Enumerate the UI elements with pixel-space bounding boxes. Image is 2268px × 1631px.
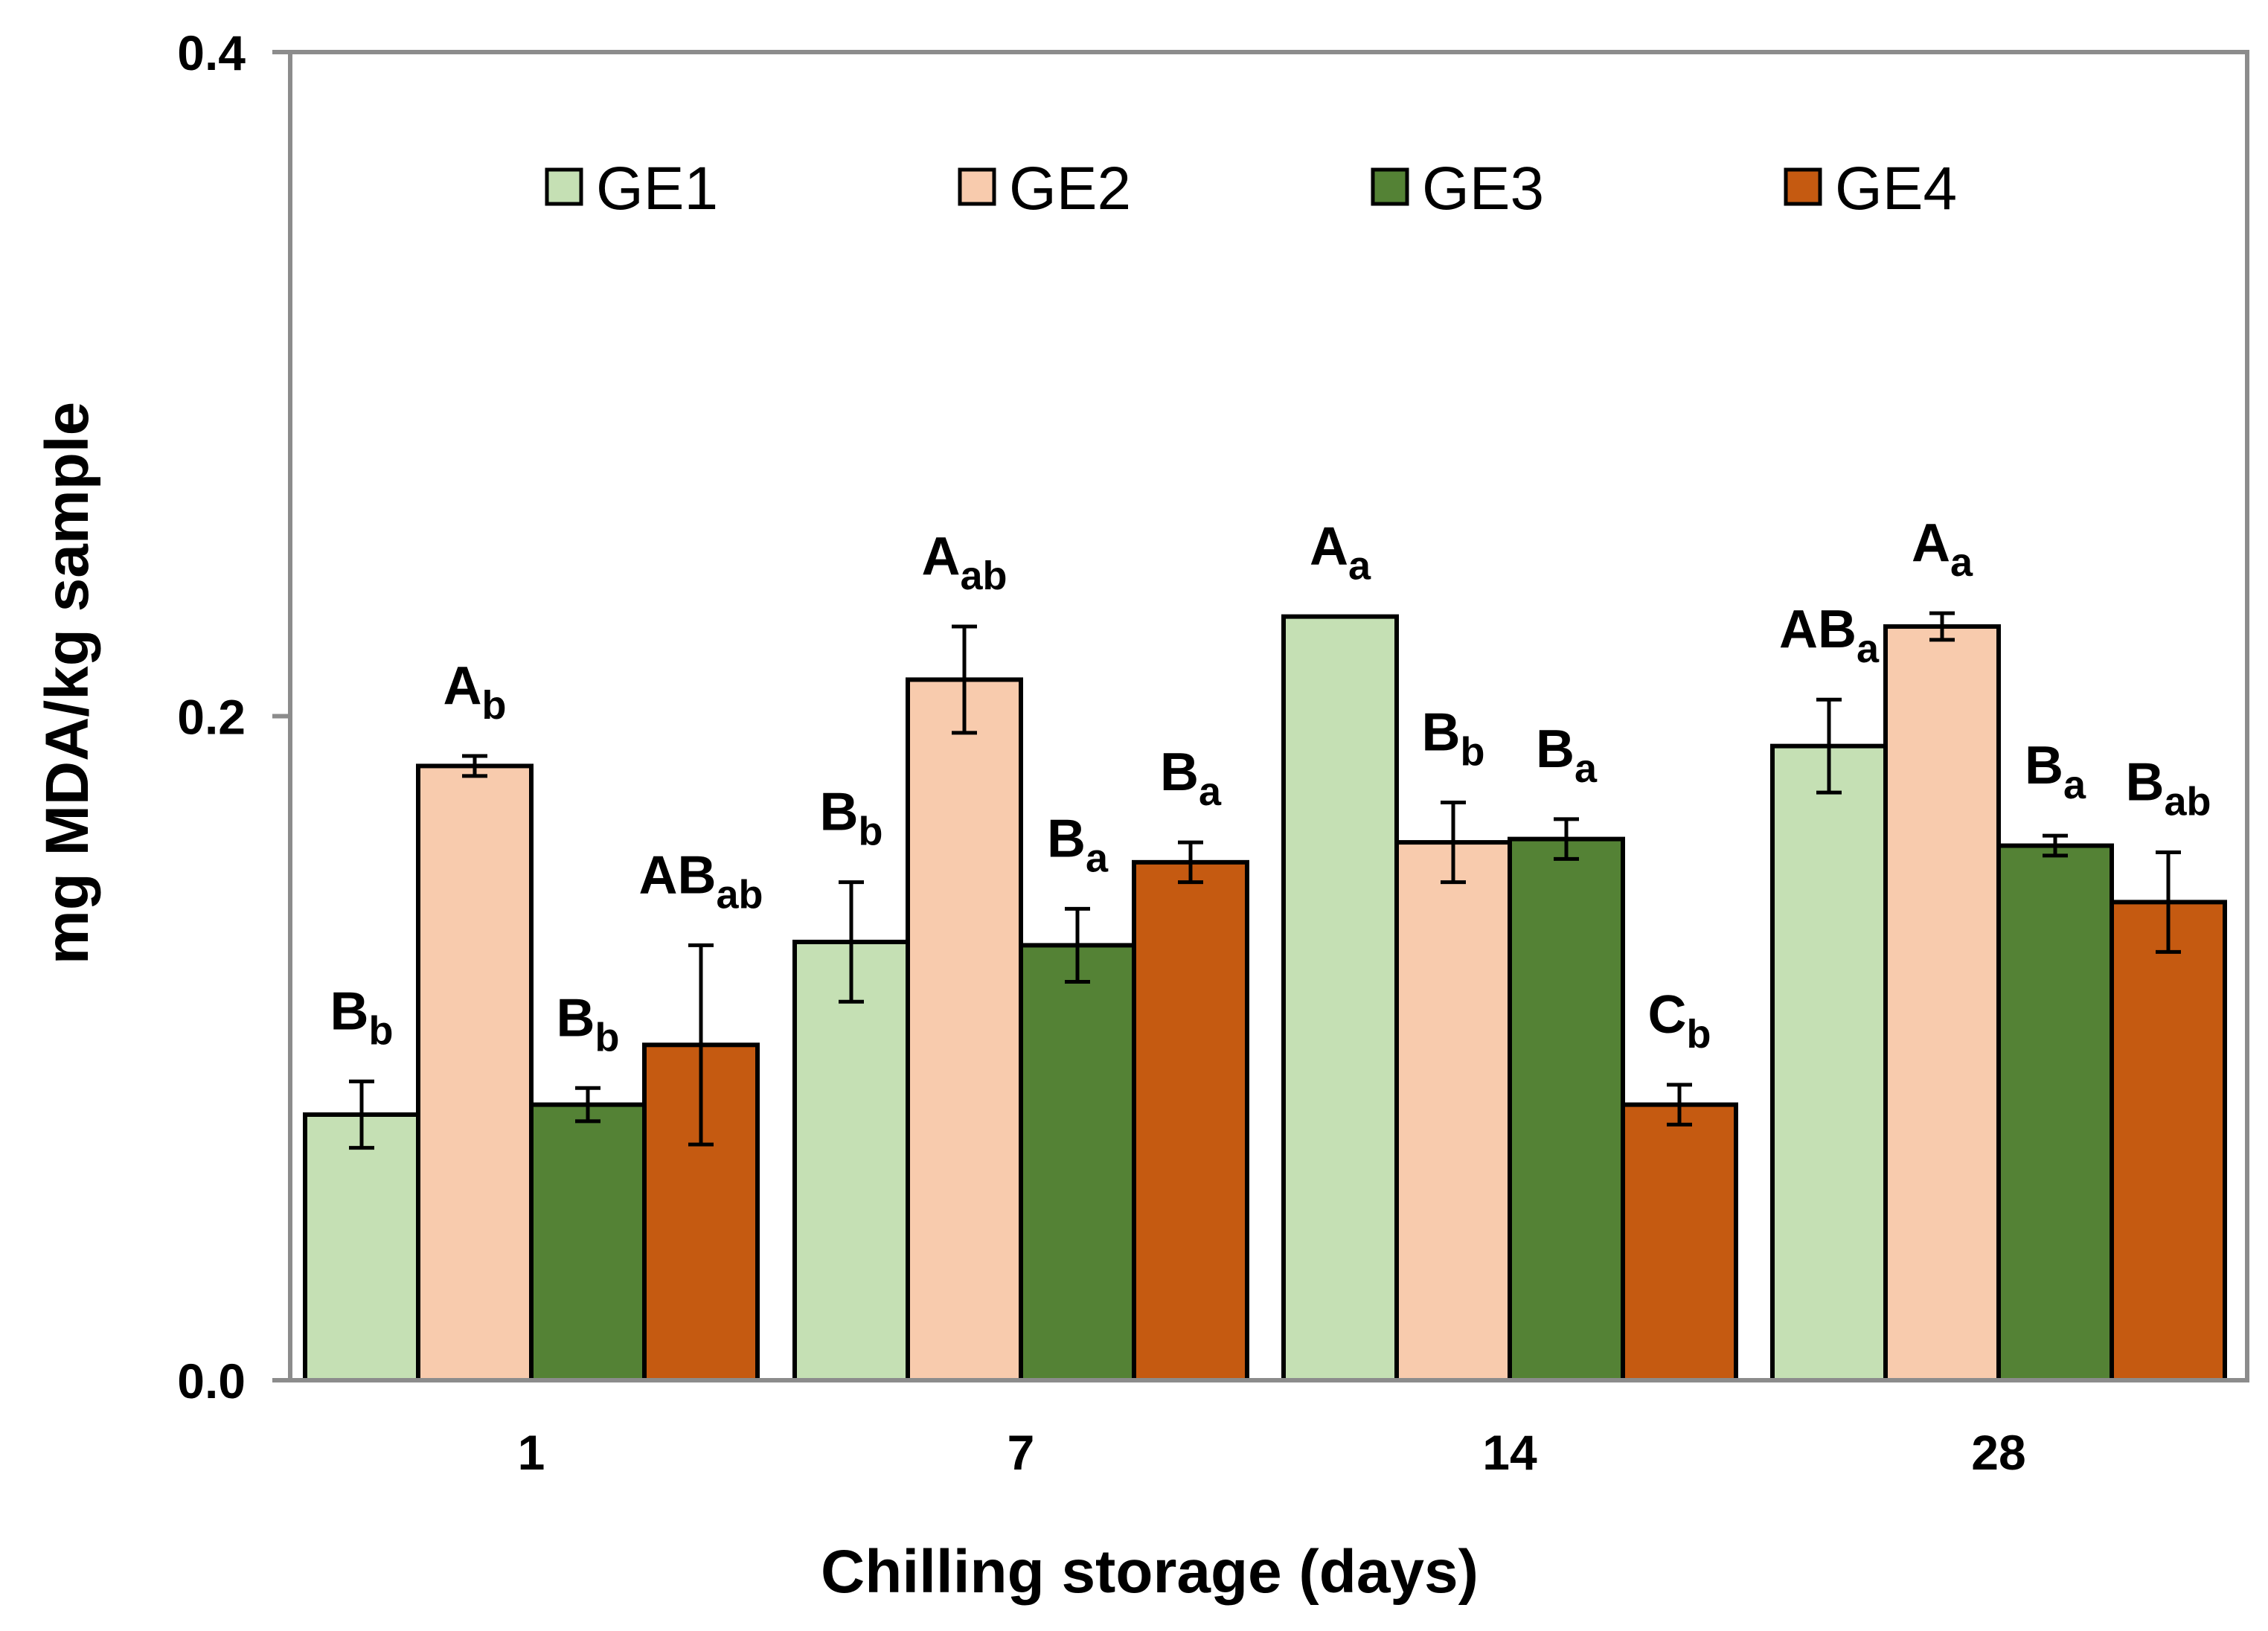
significance-letter-lower: a (1199, 769, 1222, 814)
bar-ge2-day-1 (416, 763, 534, 1382)
significance-label: Aa (1912, 513, 1973, 585)
legend: GE1 GE2 GE3 GE4 (545, 155, 1957, 222)
bar-ge4-day-7 (1132, 859, 1249, 1382)
legend-label-ge2: GE2 (1009, 155, 1131, 222)
significance-letter-lower: a (1857, 627, 1880, 671)
significance-label: Ba (2025, 736, 2086, 807)
significance-letter-upper: B (820, 783, 859, 842)
significance-letter-lower: a (1575, 746, 1598, 791)
bar-ge3-day-7 (1019, 943, 1136, 1382)
y-tick-label: 0.2 (177, 690, 246, 745)
significance-label: Cb (1648, 985, 1711, 1057)
bar-ge2-day-7 (906, 677, 1023, 1382)
significance-letter-lower: ab (716, 872, 763, 917)
significance-letter-upper: A (921, 527, 960, 586)
x-tick-label: 14 (1482, 1425, 1537, 1480)
legend-label-ge1: GE1 (596, 155, 718, 222)
bars-layer (303, 614, 2227, 1383)
significance-label: ABa (1779, 600, 1880, 671)
bar-ge3-day-28 (1996, 843, 2114, 1382)
legend-label-ge3: GE3 (1422, 155, 1544, 222)
y-axis-title: mg MDA/kg sample (33, 402, 101, 964)
significance-letter-upper: A (1310, 517, 1348, 577)
significance-label: Aab (921, 527, 1007, 598)
x-axis-title: Chilling storage (days) (821, 1538, 1479, 1606)
legend-label-ge4: GE4 (1835, 155, 1957, 222)
bar-ge3-day-14 (1508, 836, 1625, 1383)
significance-letter-lower: a (1348, 544, 1371, 589)
significance-letter-upper: AB (1779, 600, 1857, 659)
bar-ge1-day-7 (792, 939, 910, 1382)
significance-letter-upper: B (2025, 736, 2063, 795)
significance-label: Bb (330, 981, 394, 1053)
significance-letter-lower: b (1687, 1012, 1711, 1057)
significance-label: Bb (557, 988, 620, 1060)
significance-letter-upper: B (330, 981, 369, 1041)
significance-label: Ba (1536, 720, 1598, 791)
significance-letter-upper: B (1160, 743, 1199, 802)
legend-swatch-ge2 (958, 167, 996, 206)
significance-label: Ab (443, 656, 507, 728)
significance-letter-upper: B (557, 988, 595, 1048)
significance-letter-lower: b (369, 1008, 394, 1053)
y-tick-label: 0.4 (177, 25, 246, 80)
significance-letter-upper: A (1912, 513, 1950, 573)
bar-ge4-day-14 (1621, 1102, 1738, 1383)
significance-letter-upper: B (1536, 720, 1575, 779)
significance-label: Bab (2125, 752, 2211, 824)
error-bars-layer (349, 611, 2181, 1150)
significance-letter-upper: B (1422, 703, 1461, 763)
x-tick-label: 7 (1008, 1425, 1035, 1480)
bar-ge1-day-28 (1770, 743, 1888, 1382)
significance-letter-lower: b (482, 683, 507, 728)
significance-letter-lower: a (2063, 763, 2086, 807)
significance-letter-upper: C (1648, 985, 1687, 1045)
legend-swatch-ge4 (1784, 167, 1822, 206)
bar-ge2-day-14 (1394, 840, 1512, 1382)
significance-letter-lower: a (1950, 540, 1973, 585)
bar-ge2-day-28 (1883, 624, 2001, 1382)
significance-letter-lower: b (595, 1015, 620, 1060)
significance-letter-lower: a (1086, 836, 1109, 880)
legend-swatch-ge3 (1371, 167, 1409, 206)
significance-letter-lower: b (1461, 730, 1485, 775)
bar-ge1-day-1 (303, 1112, 420, 1382)
significance-label: Ba (1160, 743, 1222, 814)
y-tick-label: 0.0 (177, 1353, 246, 1409)
significance-letter-lower: b (859, 810, 883, 854)
significance-label: Bb (820, 783, 883, 854)
x-tick-label: 28 (1971, 1425, 2025, 1480)
axis-layer: 0.0 0.2 0.4 1 7 14 28 (177, 25, 2025, 1480)
significance-letter-lower: ab (960, 554, 1007, 598)
bar-ge1-day-14 (1281, 614, 1399, 1382)
significance-letter-upper: B (1047, 809, 1086, 868)
legend-swatch-ge1 (545, 167, 583, 206)
significance-letter-lower: ab (2164, 779, 2211, 824)
significance-label: Bb (1422, 703, 1485, 775)
significance-letter-upper: B (2125, 752, 2164, 812)
significance-letter-upper: A (443, 656, 482, 716)
x-tick-label: 1 (518, 1425, 545, 1480)
significance-label: Aa (1310, 517, 1371, 589)
bar-ge4-day-28 (2110, 900, 2227, 1382)
bar-ge3-day-1 (529, 1102, 647, 1383)
significance-label: Ba (1047, 809, 1109, 880)
significance-label: ABab (638, 845, 763, 917)
significance-letter-upper: AB (638, 845, 716, 905)
